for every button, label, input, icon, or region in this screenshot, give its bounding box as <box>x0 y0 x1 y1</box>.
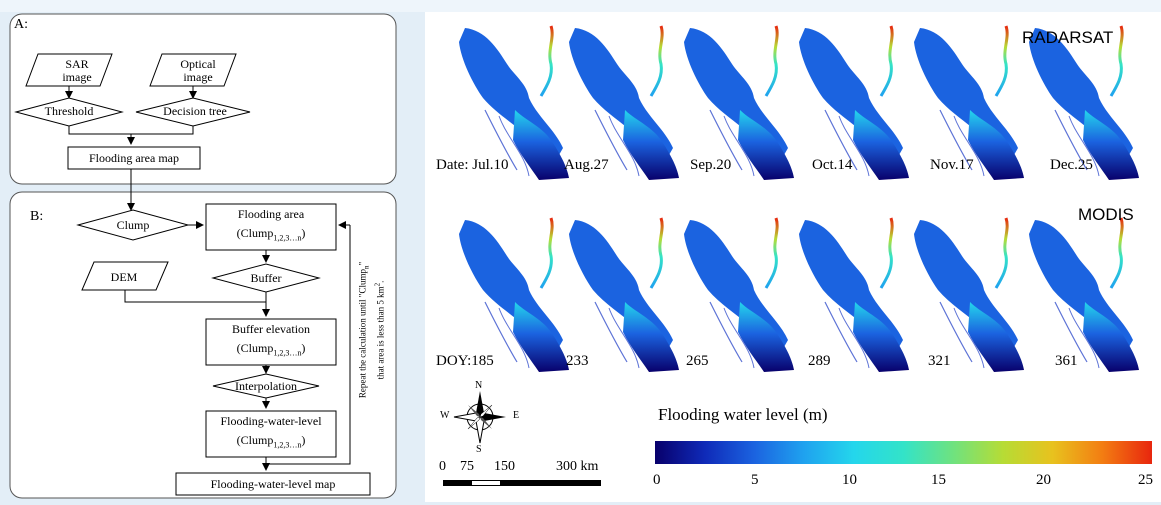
compass-w: W <box>440 410 450 421</box>
date-label-1: Date: Jul.10 <box>436 157 509 173</box>
interpolation-label: Interpolation <box>235 379 297 393</box>
compass-s: S <box>476 444 482 455</box>
flooding-area-label: Flooding area <box>237 207 305 221</box>
optical-image-line2: image <box>183 70 213 84</box>
legend-tick-10: 10 <box>842 472 857 488</box>
legend-tick-20: 20 <box>1036 472 1051 488</box>
top-strip <box>0 0 1161 12</box>
section-a-label: A: <box>14 17 28 32</box>
legend-tick-0: 0 <box>653 472 661 488</box>
buffer-elevation-box <box>205 318 337 366</box>
flowchart-panel <box>8 12 400 500</box>
date-label-5: Nov.17 <box>930 157 974 173</box>
radarsat-label: RADARSAT <box>1022 28 1114 47</box>
threshold-diamond <box>14 97 124 127</box>
buffer-label: Buffer <box>250 271 282 285</box>
radarsat-row <box>457 24 1141 182</box>
buffer-elevation-clump: (Clump1,2,3…n) <box>236 341 306 358</box>
date-label-2: Aug.27 <box>564 157 609 173</box>
compass-n: N <box>475 380 483 391</box>
modis-row <box>457 216 1141 374</box>
doy-label-3: 265 <box>686 353 709 369</box>
buffer-elevation-label: Buffer elevation <box>231 322 311 336</box>
date-label-6: Dec.25 <box>1050 157 1093 173</box>
compass-rose-icon <box>453 391 506 444</box>
flowchart-svg <box>9 13 397 499</box>
flooding-area-map-label: Flooding area map <box>89 151 179 165</box>
decision-tree-diamond <box>135 97 251 127</box>
compass-e: E <box>513 410 520 421</box>
flooding-water-level-box <box>205 410 337 458</box>
flooding-water-level-map-label: Flooding-water-level map <box>210 477 336 491</box>
doy-label-1: DOY:185 <box>436 353 494 369</box>
scale-tick-0: 0 <box>439 459 446 474</box>
sar-image-line2: image <box>62 70 92 84</box>
legend-tick-15: 15 <box>931 472 946 488</box>
doy-label-6: 361 <box>1055 353 1078 369</box>
legend-title: Flooding water level (m) <box>658 405 828 424</box>
optical-image-line1: Optical <box>180 57 216 71</box>
sar-image-line1: SAR <box>65 57 89 71</box>
threshold-label: Threshold <box>44 104 94 118</box>
legend-tick-5: 5 <box>751 472 759 488</box>
modis-label: MODIS <box>1078 205 1134 224</box>
flooding-water-level-map-box <box>175 472 371 496</box>
date-label-4: Oct.14 <box>812 157 853 173</box>
legend-tick-25: 25 <box>1138 472 1153 488</box>
optical-image-shape <box>149 53 237 87</box>
flooding-water-level-clump: (Clump1,2,3…n) <box>236 433 306 450</box>
date-label-3: Sep.20 <box>690 157 732 173</box>
dem-shape <box>81 261 169 291</box>
doy-label-5: 321 <box>928 353 951 369</box>
scale-tick-75: 75 <box>460 459 474 474</box>
buffer-diamond <box>211 263 321 293</box>
scale-tick-150: 150 <box>494 459 515 474</box>
section-b-label: B: <box>30 209 44 224</box>
scale-tick-300: 300 km <box>556 459 599 474</box>
legend-color-bar <box>655 441 1152 464</box>
sar-image-shape <box>25 53 113 87</box>
scale-bar <box>443 480 601 486</box>
section-b-box <box>9 191 397 499</box>
flooding-area-clump: (Clump1,2,3…n) <box>236 226 306 243</box>
flooding-water-level-label: Flooding-water-level <box>220 414 322 428</box>
decision-tree-label: Decision tree <box>163 104 227 118</box>
doy-label-4: 289 <box>808 353 831 369</box>
dem-label: DEM <box>110 270 138 284</box>
interpolation-diamond <box>212 373 320 399</box>
doy-label-2: 233 <box>566 353 589 369</box>
clump-label: Clump <box>116 218 150 232</box>
repeat-note-line1: Repeat the calculation until "Clumpn" <box>357 261 371 399</box>
flooding-area-map-box <box>67 146 201 170</box>
repeat-note-line2: that area is less than 5 km2. <box>373 280 386 380</box>
flooding-area-box <box>205 203 337 251</box>
